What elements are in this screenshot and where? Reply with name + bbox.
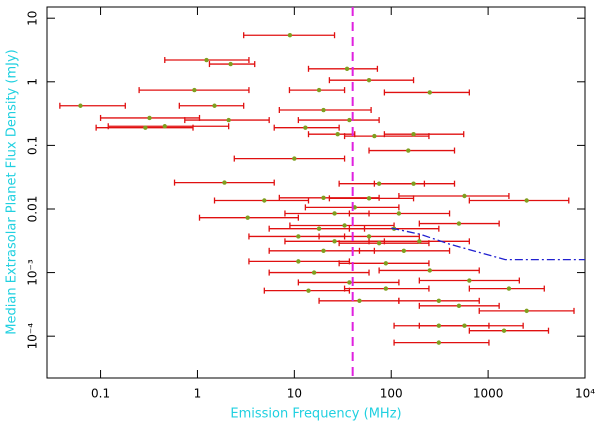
data-point: [212, 103, 217, 108]
data-point: [436, 323, 442, 328]
data-point: [462, 323, 467, 328]
x-tick-label: 100: [380, 387, 403, 401]
data-point: [226, 117, 231, 123]
data-point: [411, 131, 416, 137]
data-point: [332, 211, 337, 216]
data-point: [321, 248, 326, 254]
data-point: [296, 259, 301, 264]
data-point: [78, 103, 83, 108]
model-line: [391, 227, 585, 261]
x-tick-label: 0.1: [91, 387, 110, 401]
data-point: [427, 90, 432, 95]
data-point: [396, 211, 402, 216]
y-tick-label: 1: [26, 78, 40, 86]
data-point: [335, 131, 340, 137]
data-point: [383, 286, 389, 291]
data-point: [411, 181, 416, 186]
data-point: [467, 278, 472, 283]
data-point: [245, 215, 250, 220]
data-point: [376, 181, 382, 186]
data-point: [366, 77, 372, 83]
data-point: [204, 57, 209, 63]
data-point: [321, 195, 326, 200]
y-tick-label: 10⁻⁴: [26, 323, 40, 350]
data-point: [147, 115, 152, 121]
data-point: [506, 286, 512, 291]
x-tick-label: 10⁴: [575, 387, 595, 401]
data-point: [316, 226, 322, 231]
data-point: [347, 280, 352, 285]
data-point: [372, 133, 377, 139]
data-point: [524, 308, 529, 314]
y-tick-label: 10: [26, 11, 40, 26]
data-point: [462, 193, 467, 199]
y-tick-label: 0.1: [26, 136, 40, 155]
data-point: [321, 107, 326, 113]
data-point: [401, 248, 407, 254]
data-point: [292, 156, 297, 161]
data-point: [357, 298, 362, 304]
data-point: [456, 221, 462, 226]
x-axis-label: Emission Frequency (MHz): [230, 407, 401, 422]
data-point: [417, 239, 422, 244]
data-point: [456, 303, 462, 309]
data-point: [192, 87, 197, 93]
data-point: [383, 261, 389, 266]
data-point: [287, 33, 293, 38]
x-tick-label: 1: [194, 387, 202, 401]
data-point: [316, 87, 322, 93]
data-point: [311, 270, 317, 275]
y-tick-label: 0.01: [26, 196, 40, 223]
data-point: [306, 288, 311, 293]
data-point: [296, 234, 301, 239]
data-point: [342, 223, 347, 228]
data-point: [376, 240, 382, 246]
data-point: [427, 268, 432, 273]
data-point: [262, 198, 267, 203]
data-point: [524, 198, 529, 203]
data-point: [406, 148, 411, 153]
x-tick-label: 10: [287, 387, 302, 401]
data-point: [366, 196, 372, 201]
data-point: [347, 117, 352, 123]
data-point: [222, 180, 227, 185]
y-axis-label: Median Extrasolar Planet Flux Density (m…: [5, 49, 20, 334]
x-tick-label: 1000: [473, 387, 504, 401]
plot-frame: [46, 6, 586, 379]
data-point: [501, 328, 507, 333]
data-point: [436, 298, 442, 304]
data-point: [332, 239, 337, 244]
data-point: [162, 124, 167, 129]
data-point: [303, 125, 308, 130]
y-tick-label: 10⁻³: [26, 259, 40, 286]
data-point: [228, 61, 233, 67]
data-point: [344, 66, 350, 72]
data-point: [366, 234, 372, 239]
data-point: [143, 125, 148, 130]
data-point: [436, 340, 442, 345]
